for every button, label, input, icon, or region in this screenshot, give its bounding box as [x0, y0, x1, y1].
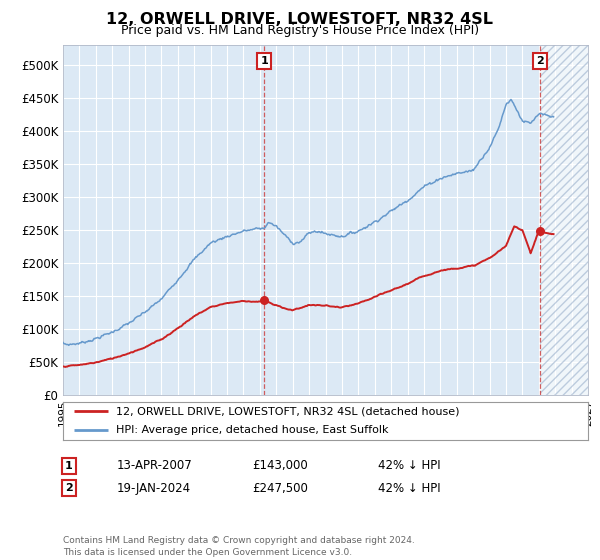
Text: £143,000: £143,000 — [252, 459, 308, 473]
Text: Contains HM Land Registry data © Crown copyright and database right 2024.
This d: Contains HM Land Registry data © Crown c… — [63, 536, 415, 557]
Text: 42% ↓ HPI: 42% ↓ HPI — [378, 482, 440, 495]
Text: Price paid vs. HM Land Registry's House Price Index (HPI): Price paid vs. HM Land Registry's House … — [121, 24, 479, 36]
Text: £247,500: £247,500 — [252, 482, 308, 495]
Text: 2: 2 — [65, 483, 73, 493]
Text: 42% ↓ HPI: 42% ↓ HPI — [378, 459, 440, 473]
Text: 19-JAN-2024: 19-JAN-2024 — [117, 482, 191, 495]
Text: 2: 2 — [536, 57, 544, 66]
Bar — [539, 45, 588, 395]
Text: 1: 1 — [260, 57, 268, 66]
Text: 12, ORWELL DRIVE, LOWESTOFT, NR32 4SL (detached house): 12, ORWELL DRIVE, LOWESTOFT, NR32 4SL (d… — [115, 407, 459, 417]
Text: 1: 1 — [65, 461, 73, 471]
Bar — [539, 45, 588, 395]
Text: 13-APR-2007: 13-APR-2007 — [117, 459, 193, 473]
Text: 12, ORWELL DRIVE, LOWESTOFT, NR32 4SL: 12, ORWELL DRIVE, LOWESTOFT, NR32 4SL — [107, 12, 493, 27]
Text: HPI: Average price, detached house, East Suffolk: HPI: Average price, detached house, East… — [115, 424, 388, 435]
